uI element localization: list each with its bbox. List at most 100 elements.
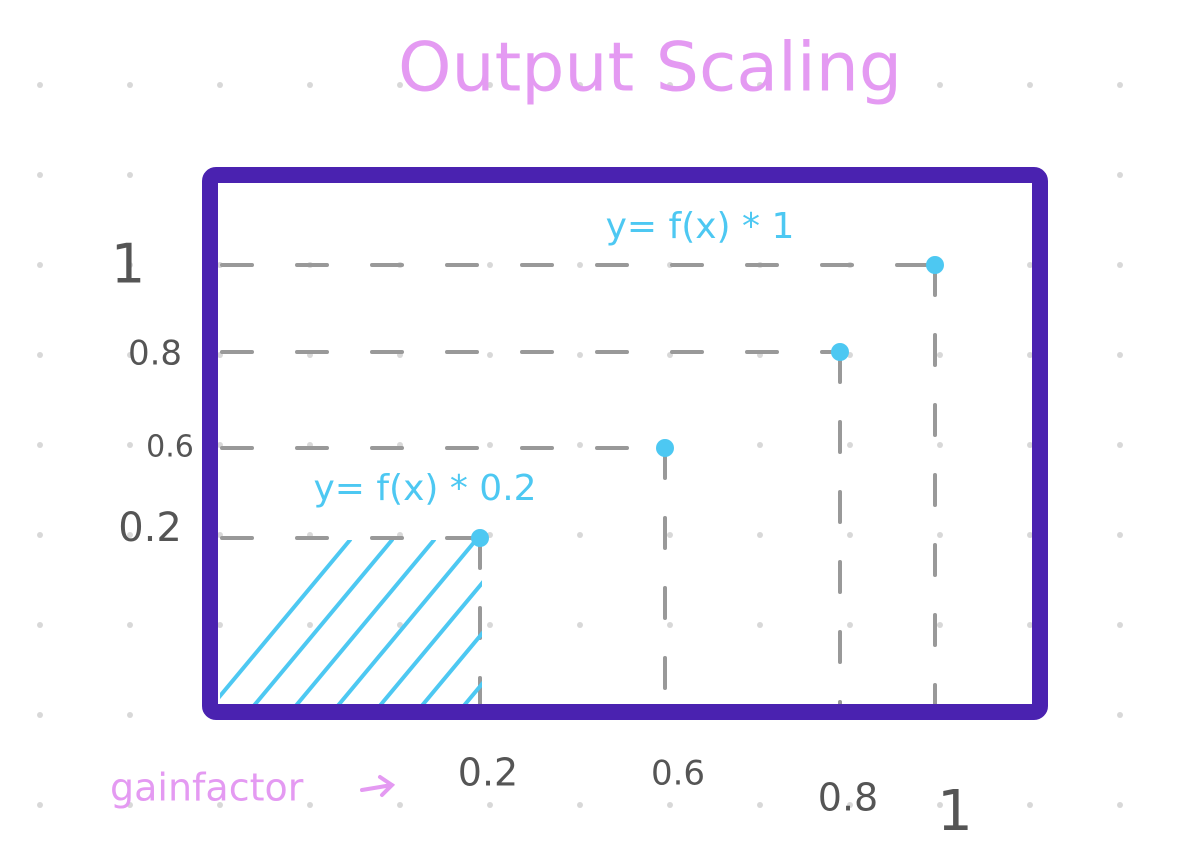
dot xyxy=(1027,622,1033,628)
dot xyxy=(37,82,43,88)
dot xyxy=(37,532,43,538)
dot xyxy=(1027,352,1033,358)
dot xyxy=(127,262,133,268)
title: Output Scaling xyxy=(398,29,902,108)
dot xyxy=(307,82,313,88)
hatch-line xyxy=(536,540,686,720)
dot xyxy=(757,82,763,88)
dot xyxy=(1027,442,1033,448)
dot xyxy=(1117,802,1123,808)
dot-grid xyxy=(37,82,1123,808)
dot xyxy=(847,532,853,538)
hatch-line xyxy=(249,540,394,708)
dot xyxy=(667,532,673,538)
hatch-line xyxy=(333,540,478,708)
hatch-line xyxy=(417,630,482,708)
dot xyxy=(937,352,943,358)
dot xyxy=(37,442,43,448)
dot xyxy=(1117,442,1123,448)
hatch-line xyxy=(459,680,482,708)
dot xyxy=(937,82,943,88)
dot xyxy=(487,352,493,358)
arrow xyxy=(360,775,396,797)
annotation: y= f(x) * 1 xyxy=(606,206,795,247)
dot xyxy=(37,262,43,268)
dot xyxy=(127,802,133,808)
point xyxy=(831,343,849,361)
dot xyxy=(757,802,763,808)
dot xyxy=(667,82,673,88)
points xyxy=(471,256,944,547)
hatch-line xyxy=(375,580,482,708)
dot xyxy=(847,82,853,88)
dot xyxy=(1027,262,1033,268)
dot xyxy=(127,352,133,358)
x-label: 0.6 xyxy=(651,754,705,794)
dot xyxy=(1117,532,1123,538)
dot xyxy=(1117,172,1123,178)
dot xyxy=(1117,82,1123,88)
dot xyxy=(1117,622,1123,628)
dot xyxy=(127,532,133,538)
hatch-line xyxy=(220,540,352,700)
dot xyxy=(307,802,313,808)
x-label: 0.8 xyxy=(818,776,878,820)
dot xyxy=(37,172,43,178)
dot xyxy=(127,622,133,628)
y-label: 0.6 xyxy=(146,430,194,465)
hatch-line xyxy=(494,540,644,720)
point xyxy=(471,529,489,547)
dot xyxy=(937,622,943,628)
dot xyxy=(37,802,43,808)
dot xyxy=(757,622,763,628)
guide-lines xyxy=(220,263,937,710)
dot xyxy=(1027,532,1033,538)
dot xyxy=(127,712,133,718)
dot xyxy=(127,442,133,448)
dot xyxy=(127,82,133,88)
dot xyxy=(1027,802,1033,808)
dot xyxy=(577,442,583,448)
dot xyxy=(487,262,493,268)
dot xyxy=(37,622,43,628)
dot xyxy=(667,622,673,628)
dot xyxy=(577,352,583,358)
dot xyxy=(487,442,493,448)
dot xyxy=(397,82,403,88)
dot xyxy=(937,442,943,448)
point xyxy=(926,256,944,274)
dot xyxy=(487,802,493,808)
dot xyxy=(577,262,583,268)
x-label: 0.2 xyxy=(458,751,518,795)
dot xyxy=(487,622,493,628)
dot xyxy=(1027,82,1033,88)
dot xyxy=(847,442,853,448)
dot xyxy=(937,802,943,808)
dot xyxy=(37,712,43,718)
dot xyxy=(1117,352,1123,358)
dot xyxy=(217,802,223,808)
dot xyxy=(1117,712,1123,718)
dot xyxy=(127,172,133,178)
hatch-line xyxy=(291,540,436,708)
dot xyxy=(847,622,853,628)
y-label: 0.8 xyxy=(128,334,182,374)
dot xyxy=(577,82,583,88)
dot xyxy=(577,532,583,538)
y-label: 1 xyxy=(111,233,145,296)
dot xyxy=(37,352,43,358)
dot xyxy=(487,82,493,88)
dot xyxy=(397,802,403,808)
dot xyxy=(757,532,763,538)
dot xyxy=(757,442,763,448)
x-label: 1 xyxy=(937,779,973,844)
dot xyxy=(847,802,853,808)
y-label: 0.2 xyxy=(118,505,182,551)
dot xyxy=(667,802,673,808)
x-axis-label: gainfactor xyxy=(110,766,304,810)
dot xyxy=(307,622,313,628)
dot xyxy=(217,82,223,88)
point xyxy=(656,439,674,457)
hatched-area xyxy=(220,540,686,720)
dot xyxy=(1117,262,1123,268)
